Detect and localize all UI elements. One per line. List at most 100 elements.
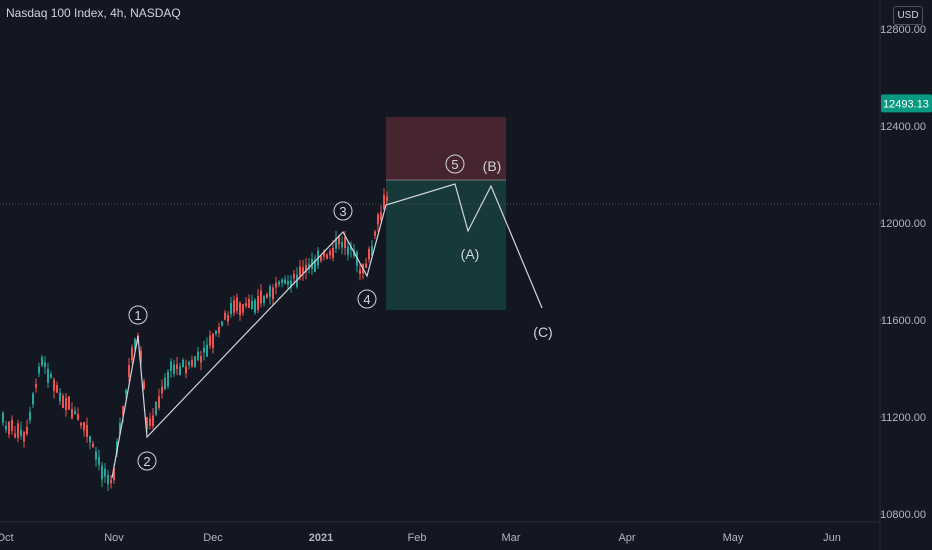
candle-body <box>191 360 193 367</box>
stop-loss-zone[interactable] <box>386 117 506 180</box>
candle-body <box>86 425 88 437</box>
candle-body <box>344 237 346 248</box>
candle-body <box>50 374 52 378</box>
candle-body <box>122 405 124 416</box>
candle-body <box>98 456 100 465</box>
candle-body <box>383 194 385 210</box>
wave-label-text: 2 <box>143 454 150 469</box>
candle-body <box>314 259 316 272</box>
candle-body <box>53 379 55 391</box>
candle-body <box>380 212 382 220</box>
candle-body <box>47 368 49 383</box>
wave-label-4: 4 <box>357 289 377 309</box>
candle-body <box>284 279 286 284</box>
candle-body <box>119 423 121 435</box>
wave-label-a: (A) <box>461 246 480 262</box>
candle-body <box>164 377 166 390</box>
candle-body <box>365 263 367 268</box>
price-tick-label: 11200.00 <box>881 412 926 424</box>
price-axis[interactable]: 14800.0014400.0013600.0013200.0012800.00… <box>880 0 926 521</box>
candle-body <box>152 415 154 427</box>
candle-body <box>35 384 37 388</box>
currency-button[interactable]: USD <box>893 6 923 25</box>
candle-body <box>281 279 283 283</box>
candle-body <box>209 335 211 346</box>
price-tag-label: 12493.13 <box>883 98 929 110</box>
wave-label-2: 2 <box>137 451 157 471</box>
candle-body <box>320 256 322 261</box>
candle-body <box>302 267 304 274</box>
candle-body <box>230 303 232 315</box>
candle-body <box>11 419 13 431</box>
wave-label-text: 1 <box>134 308 141 323</box>
candle-body <box>116 441 118 454</box>
time-axis-label: Apr <box>618 532 635 544</box>
time-axis-label: May <box>723 532 744 544</box>
candle-body <box>68 396 70 410</box>
candle-body <box>146 417 148 429</box>
candle-body <box>107 474 109 485</box>
candle-body <box>44 362 46 367</box>
candle-body <box>65 398 67 410</box>
time-axis-label: Feb <box>408 532 427 544</box>
time-axis-label: Nov <box>104 532 124 544</box>
time-axis-label: Dec <box>203 532 223 544</box>
candle-body <box>278 281 280 285</box>
candle-body <box>374 231 376 236</box>
candle-body <box>248 298 250 308</box>
candle-body <box>113 468 115 481</box>
candle-body <box>260 290 262 303</box>
candle-body <box>62 395 64 409</box>
candle-body <box>329 251 331 256</box>
candle-body <box>200 355 202 363</box>
candle-body <box>299 266 301 278</box>
wave-path <box>111 183 543 479</box>
candle-body <box>194 356 196 368</box>
price-tick-label: 12000.00 <box>880 218 926 230</box>
candle-body <box>182 359 184 368</box>
candle-body <box>14 433 16 438</box>
candle-body <box>26 426 28 435</box>
candle-body <box>167 371 169 387</box>
candle-body <box>131 347 133 361</box>
candle-body <box>158 396 160 409</box>
candle-body <box>272 287 274 300</box>
candle-body <box>17 423 19 438</box>
candle-body <box>170 361 172 372</box>
candle-body <box>155 401 157 415</box>
candle-body <box>20 429 22 436</box>
candle-body <box>188 361 190 366</box>
candle-body <box>104 468 106 477</box>
candle-body <box>305 264 307 272</box>
candle-body <box>173 364 175 374</box>
candle-body <box>233 300 235 313</box>
candle-body <box>263 295 265 303</box>
candle-body <box>254 300 256 313</box>
candle-body <box>176 364 178 370</box>
candle-body <box>293 273 295 279</box>
candle-body <box>257 295 259 310</box>
candle-body <box>80 422 82 426</box>
candle-body <box>77 413 79 420</box>
candle-body <box>56 385 58 393</box>
candle-body <box>32 393 34 405</box>
wave-label-5: 5 <box>445 154 465 174</box>
candle-body <box>128 365 130 378</box>
price-tick-label: 11600.00 <box>881 315 926 327</box>
candle-body <box>242 304 244 313</box>
candle-body <box>71 408 73 419</box>
candle-body <box>347 246 349 255</box>
candle-body <box>143 381 145 390</box>
candle-body <box>206 344 208 357</box>
candle-body <box>308 263 310 270</box>
candle-body <box>287 280 289 285</box>
symbol-title: Nasdaq 100 Index, 4h, NASDAQ <box>6 6 181 20</box>
wave-labels: 1 2 3 4 5 (A) (B) (C) <box>128 154 553 471</box>
take-profit-zone[interactable] <box>386 180 506 310</box>
candle-body <box>2 412 4 423</box>
candle-body <box>359 269 361 274</box>
candle-body <box>350 246 352 250</box>
time-axis[interactable]: Oct Nov Dec 2021 Feb Mar Apr May Jun <box>0 532 841 544</box>
candle-body <box>251 300 253 310</box>
